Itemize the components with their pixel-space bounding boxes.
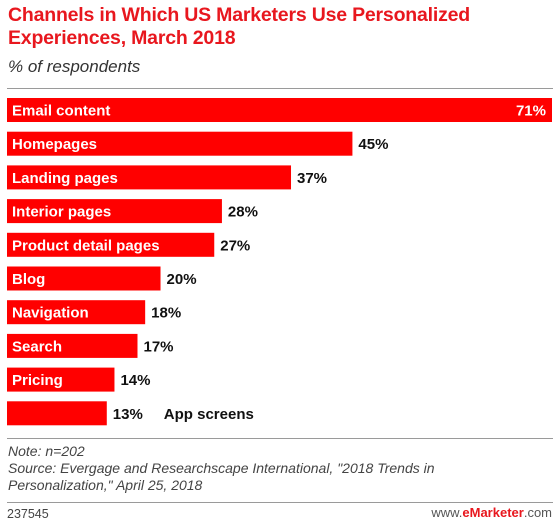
- bar-email-content: [7, 98, 552, 122]
- value-label: 17%: [143, 338, 173, 355]
- value-label: 45%: [358, 136, 388, 153]
- value-label: 27%: [220, 237, 250, 254]
- value-label: 13%: [113, 406, 143, 423]
- category-label: Pricing: [12, 372, 63, 389]
- source-text: Source: Evergage and Researchscape Inter…: [8, 460, 435, 493]
- bar-row-blog: Blog 20%: [7, 266, 197, 291]
- bar-landing-pages: [7, 165, 292, 190]
- value-label: 71%: [516, 103, 546, 120]
- bar-row-search: Search 17%: [7, 333, 174, 358]
- bar-product-detail-pages: [7, 232, 215, 257]
- category-label: Interior pages: [12, 204, 111, 221]
- value-label: 28%: [228, 204, 258, 221]
- bar-row-interior-pages: Interior pages 28%: [7, 199, 258, 224]
- value-label: 18%: [151, 305, 181, 322]
- chart-notes: Note: n=202 Source: Evergage and Researc…: [8, 443, 528, 494]
- category-label: Homepages: [12, 136, 97, 153]
- bar-row-landing-pages: Landing pages 37%: [7, 165, 327, 190]
- bar-interior-pages: [7, 199, 222, 224]
- chart-id: 237545: [7, 507, 49, 521]
- bar-homepages: [7, 131, 353, 156]
- footer-divider: [7, 502, 553, 503]
- category-label: Email content: [12, 103, 110, 120]
- bar-row-homepages: Homepages 45%: [7, 131, 388, 156]
- brand-prefix: www.: [431, 505, 463, 520]
- value-label: 20%: [167, 271, 197, 288]
- bar-blog: [7, 266, 161, 291]
- bar-row-navigation: Navigation 18%: [7, 300, 181, 325]
- bar-chart: Email content 71% Homepages 45% Landing page…: [7, 98, 552, 426]
- value-label: 14%: [120, 372, 150, 389]
- bar-row-product-detail-pages: Product detail pages 27%: [7, 232, 250, 257]
- category-label: Navigation: [12, 305, 89, 322]
- value-label: 37%: [297, 170, 327, 187]
- note-text: Note: n=202: [8, 443, 85, 459]
- bar-navigation: [7, 300, 146, 325]
- brand-logo[interactable]: www.eMarketer.com: [431, 505, 552, 520]
- category-label: Product detail pages: [12, 237, 160, 254]
- top-divider: [7, 88, 553, 89]
- chart-title: Channels in Which US Marketers Use Perso…: [8, 4, 470, 49]
- bottom-divider: [7, 438, 553, 439]
- category-label: App screens: [164, 406, 254, 423]
- brand-suffix: .com: [523, 505, 552, 520]
- bar-pricing: [7, 367, 115, 392]
- category-label: Search: [12, 338, 62, 355]
- bar-row-email-content: Email content 71%: [7, 98, 552, 122]
- category-label: Landing pages: [12, 170, 118, 187]
- bar-app-screens: [7, 401, 107, 426]
- bar-row-app-screens: App screens 13%: [7, 401, 254, 426]
- bar-search: [7, 333, 138, 358]
- category-label: Blog: [12, 271, 45, 288]
- brand-name: eMarketer: [462, 505, 524, 520]
- chart-subtitle: % of respondents: [8, 57, 141, 76]
- bar-row-pricing: Pricing 14%: [7, 367, 150, 392]
